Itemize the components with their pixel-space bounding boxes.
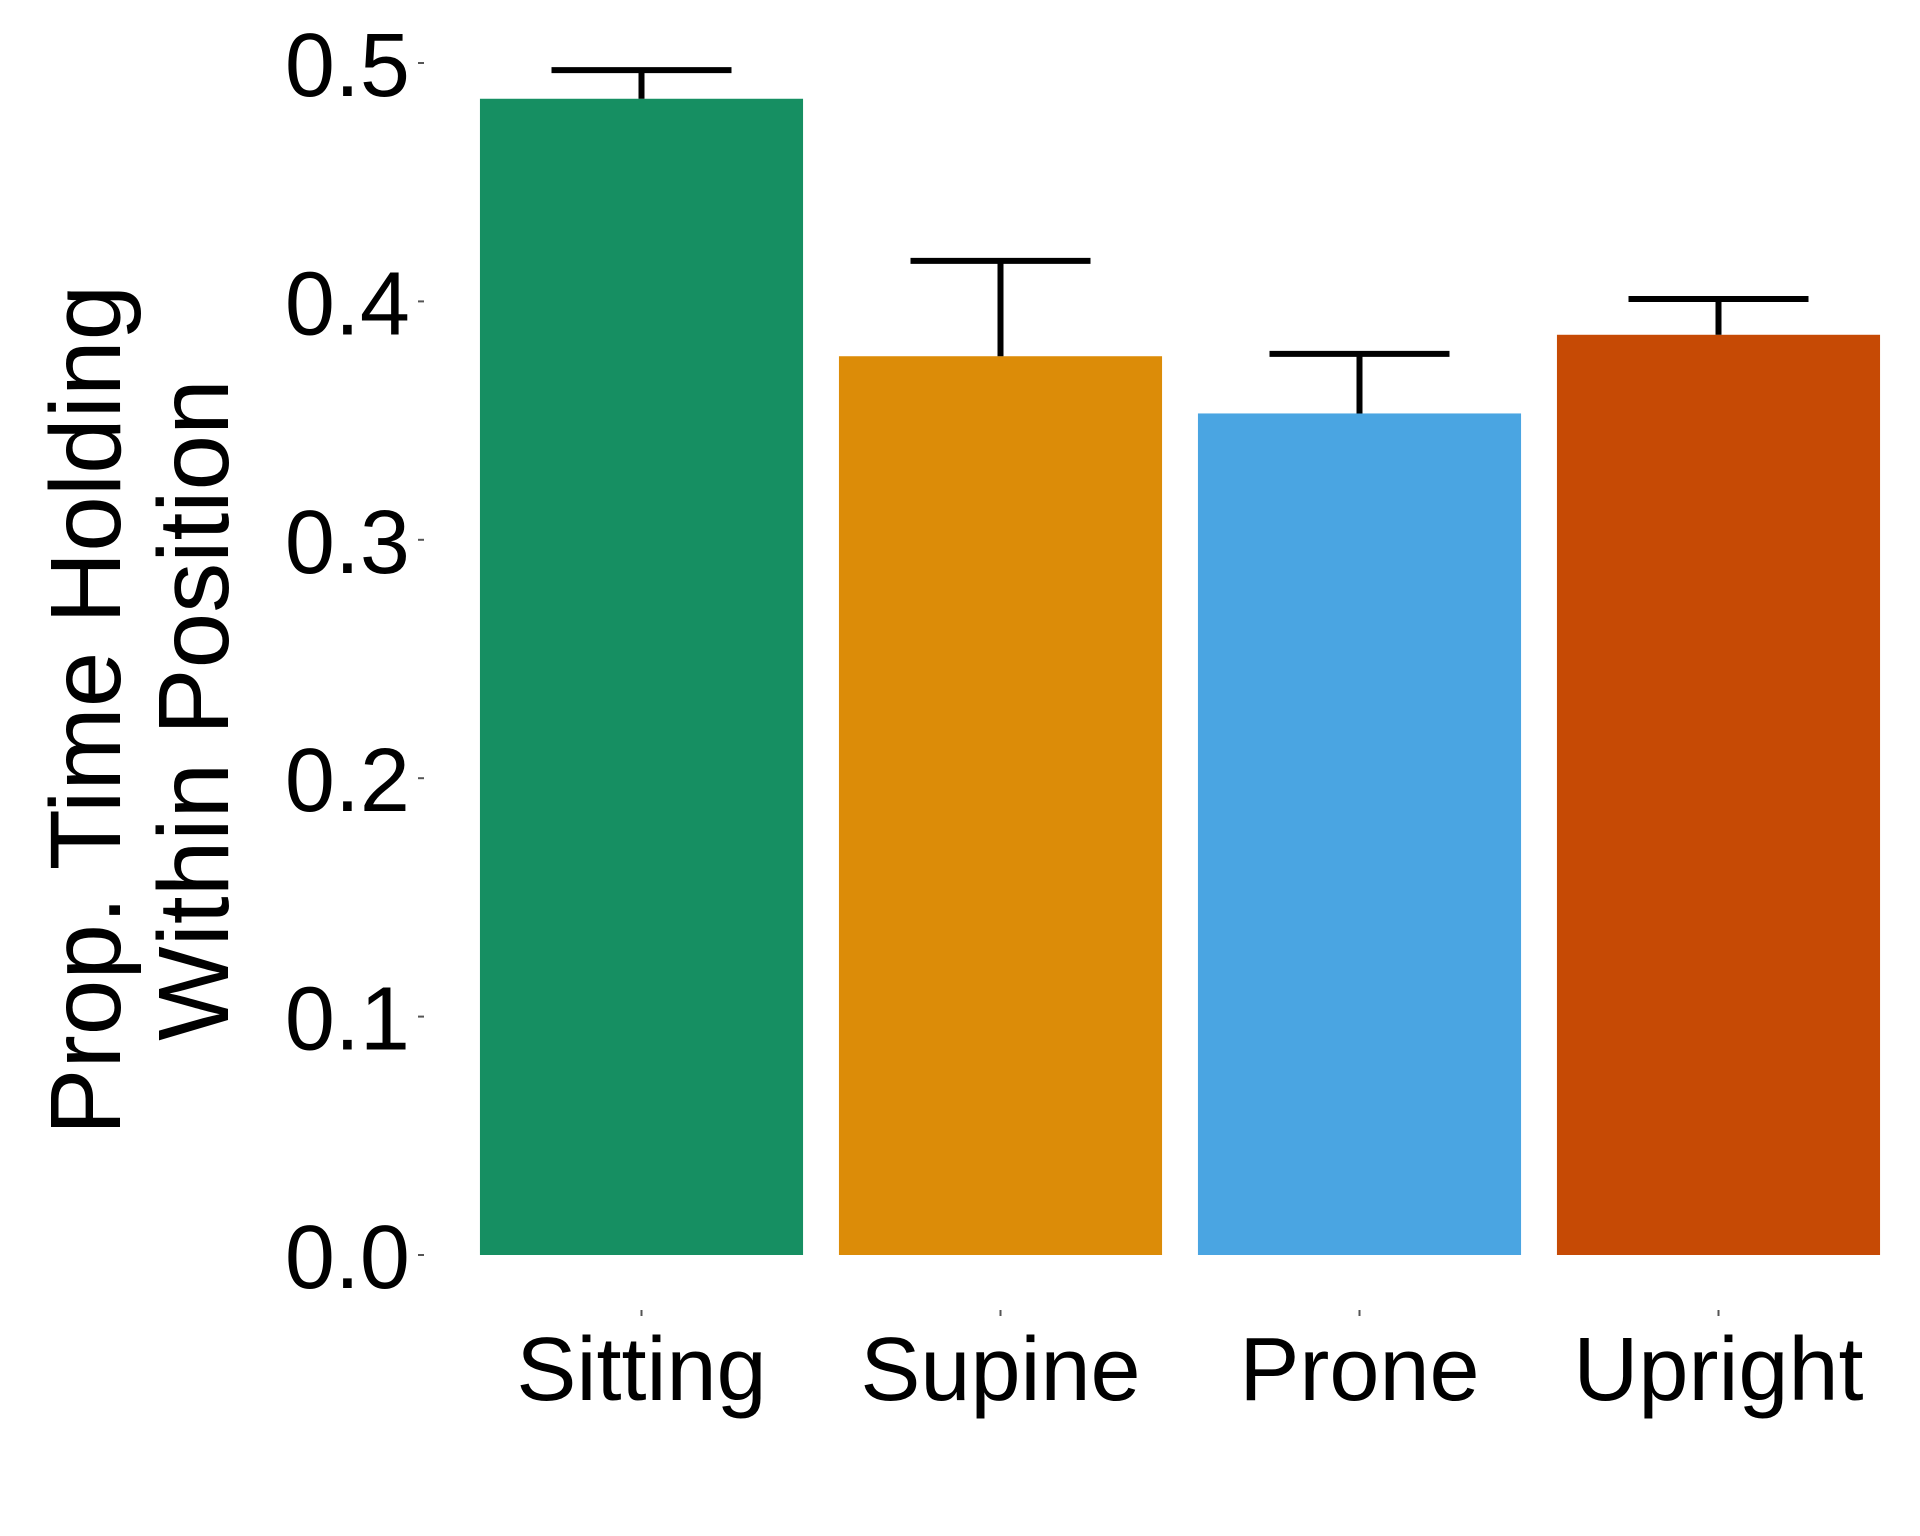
bar-supine	[838, 356, 1163, 1255]
x-tick-label: Prone	[1239, 1320, 1479, 1420]
x-tick-label: Upright	[1573, 1320, 1863, 1420]
x-axis: Sitting Supine Prone Upright	[516, 1310, 1864, 1420]
y-tick-label: 0.1	[285, 970, 410, 1070]
y-axis-label: Prop. Time Holding Within Position	[30, 285, 250, 1135]
x-tick-label: Sitting	[516, 1320, 766, 1420]
y-axis-label-line-2: Within Position	[138, 379, 250, 1040]
error-bars	[551, 67, 1809, 414]
bar-sitting	[479, 98, 804, 1255]
y-tick-label: 0.5	[285, 16, 410, 116]
bar-prone	[1197, 413, 1522, 1255]
bars	[479, 98, 1881, 1255]
bar-upright	[1556, 334, 1881, 1255]
y-tick-label: 0.0	[285, 1208, 410, 1308]
x-tick-label: Supine	[860, 1320, 1140, 1420]
y-axis: 0.0 0.1 0.2 0.3 0.4 0.5	[285, 16, 424, 1308]
y-tick-label: 0.3	[285, 493, 410, 593]
y-axis-label-line-1: Prop. Time Holding	[30, 285, 142, 1135]
y-tick-label: 0.2	[285, 731, 410, 831]
y-tick-label: 0.4	[285, 254, 410, 354]
